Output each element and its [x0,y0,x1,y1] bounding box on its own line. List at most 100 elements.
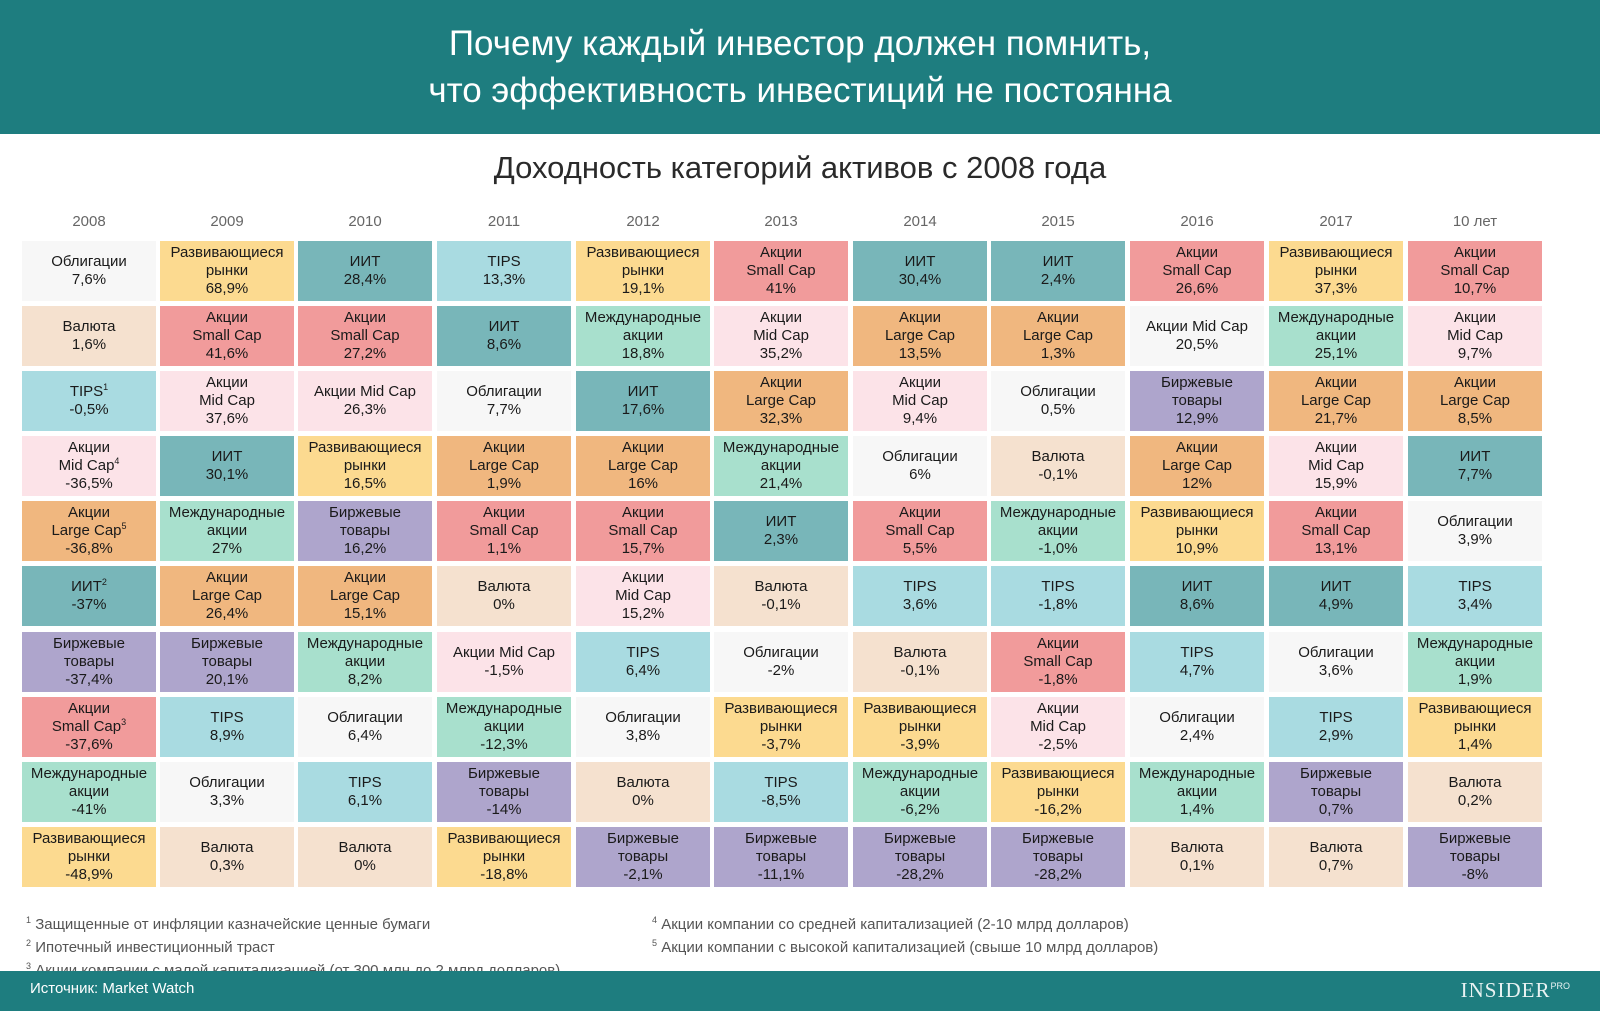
return-value: 30,1% [205,466,249,483]
return-value: 0,2% [1457,792,1493,809]
cell-2012-9: Валюта 0% [576,762,710,822]
cell-2012-6: Акции Mid Cap 15,2% [576,566,710,626]
cell-2010-5: Биржевые товары 16,2% [298,501,432,561]
return-value: 25,1% [1314,345,1358,362]
asset-name-text: Акции Small Cap [885,504,955,539]
asset-name: Акции Large Cap [608,439,678,475]
cell-2013-5: ИИТ 2,3% [714,501,848,561]
cell-2011-8: Международные акции -12,3% [437,697,571,757]
cell-2017-5: Акции Small Cap 13,1% [1269,501,1403,561]
cell-10-лет-4: ИИТ 7,7% [1408,436,1542,496]
asset-name: ИИТ2 [71,578,107,596]
cell-2008-8: Акции Small Cap3 -37,6% [22,697,156,757]
asset-name: Валюта [1170,839,1223,857]
footnote: 2 Ипотечный инвестиционный траст [26,934,560,957]
cell-2009-4: ИИТ 30,1% [160,436,294,496]
return-value: 32,3% [759,410,803,427]
asset-name-text: Акции Mid Cap [1030,700,1086,735]
return-value: 0,1% [1179,857,1215,874]
asset-name-text: ИИТ [1042,253,1074,270]
return-value: -3,7% [761,736,801,753]
asset-name: Облигации [327,709,403,727]
asset-name-text: Валюта [1031,448,1085,465]
cell-10-лет-7: Международные акции 1,9% [1408,632,1542,692]
asset-name: Валюта [616,774,669,792]
asset-name-text: Облигации [882,448,958,465]
asset-name: Международные акции [446,700,562,736]
asset-name-text: Акции Large Cap [745,374,817,409]
return-value: 21,4% [759,475,803,492]
return-value: 41,6% [205,345,249,362]
return-value: 16% [627,475,659,492]
asset-name-text: Валюта [62,318,116,335]
asset-name-text: ИИТ [211,448,243,465]
asset-name-text: Акции Small Cap [469,504,539,539]
asset-name-text: Акции Mid Cap [314,383,416,400]
asset-name-text: Биржевые товары [1438,830,1512,865]
cell-2015-9: Развивающиеся рынки -16,2% [991,762,1125,822]
asset-name: Акции Small Cap [608,504,677,540]
asset-name: TIPS [1180,644,1213,662]
cell-2014-3: Акции Mid Cap 9,4% [853,371,987,431]
return-value: 16,2% [343,540,387,557]
asset-name-text: Акции Small Cap [1301,504,1371,539]
asset-name: TIPS [1041,578,1074,596]
cell-2012-1: Развивающиеся рынки 19,1% [576,241,710,301]
cell-2008-1: Облигации 7,6% [22,241,156,301]
footnote: 1 Защищенные от инфляции казначейские це… [26,911,560,934]
asset-name: Биржевые товары [1161,374,1233,410]
footnote-number: 5 [652,938,658,948]
return-value: 26,6% [1175,280,1219,297]
asset-name-text: Акции Mid Cap [615,569,671,604]
asset-name: Международные акции [1139,765,1255,801]
asset-name-text: TIPS [1319,709,1353,726]
asset-name-text: Облигации [466,383,542,400]
asset-name: ИИТ [1043,253,1074,271]
asset-name-text: Развивающиеся рынки [586,244,700,279]
asset-name: Развивающиеся рынки [587,244,700,280]
cell-2013-9: TIPS -8,5% [714,762,848,822]
asset-name: TIPS1 [70,383,108,401]
asset-name-text: Валюта [477,578,531,595]
asset-name-text: Акции Large Cap [1161,439,1233,474]
return-value: 6,4% [347,727,383,744]
header-banner: Почему каждый инвестор должен помнить, ч… [0,0,1600,134]
asset-name: Акции Small Cap3 [52,700,126,736]
return-value: 1,9% [486,475,522,492]
asset-name-text: ИИТ [71,578,102,595]
asset-name: Акции Mid Cap [1030,700,1086,736]
year-header-2012: 2012 [626,213,660,230]
asset-name: Акции Mid Cap4 [59,439,120,475]
return-value: 4,9% [1318,596,1354,613]
asset-name-text: ИИТ [627,383,659,400]
asset-name-text: Развивающиеся рынки [1279,244,1393,279]
asset-name-text: Биржевые товары [52,635,126,670]
cell-2015-1: ИИТ 2,4% [991,241,1125,301]
cell-10-лет-2: Акции Mid Cap 9,7% [1408,306,1542,366]
asset-name-text: Акции Small Cap [330,309,400,344]
asset-name: Акции Mid Cap [1447,309,1503,345]
return-value: 10,9% [1175,540,1219,557]
asset-name-text: Валюта [893,644,947,661]
asset-name-text: Акции Small Cap [51,700,122,735]
cell-2015-3: Облигации 0,5% [991,371,1125,431]
asset-name: Международные акции [862,765,978,801]
asset-name: Акции Mid Cap [1308,439,1364,475]
asset-name: Международные акции [31,765,147,801]
return-value: -0,1% [1038,466,1078,483]
cell-2016-2: Акции Mid Cap 20,5% [1130,306,1264,366]
cell-2015-7: Акции Small Cap -1,8% [991,632,1125,692]
footnote-marker: 3 [121,717,127,727]
asset-name-text: Биржевые товары [467,765,541,800]
asset-name: Облигации [466,383,542,401]
asset-name-text: Акции Small Cap [1023,635,1093,670]
asset-name: Развивающиеся рынки [725,700,838,736]
asset-name-text: TIPS [764,774,798,791]
cell-2017-2: Международные акции 25,1% [1269,306,1403,366]
asset-name: Международные акции [169,504,285,540]
return-value: 68,9% [205,280,249,297]
return-value: 8,2% [347,671,383,688]
footnote-marker: 2 [101,577,107,587]
asset-name-text: Облигации [1437,513,1513,530]
cell-2008-4: Акции Mid Cap4 -36,5% [22,436,156,496]
